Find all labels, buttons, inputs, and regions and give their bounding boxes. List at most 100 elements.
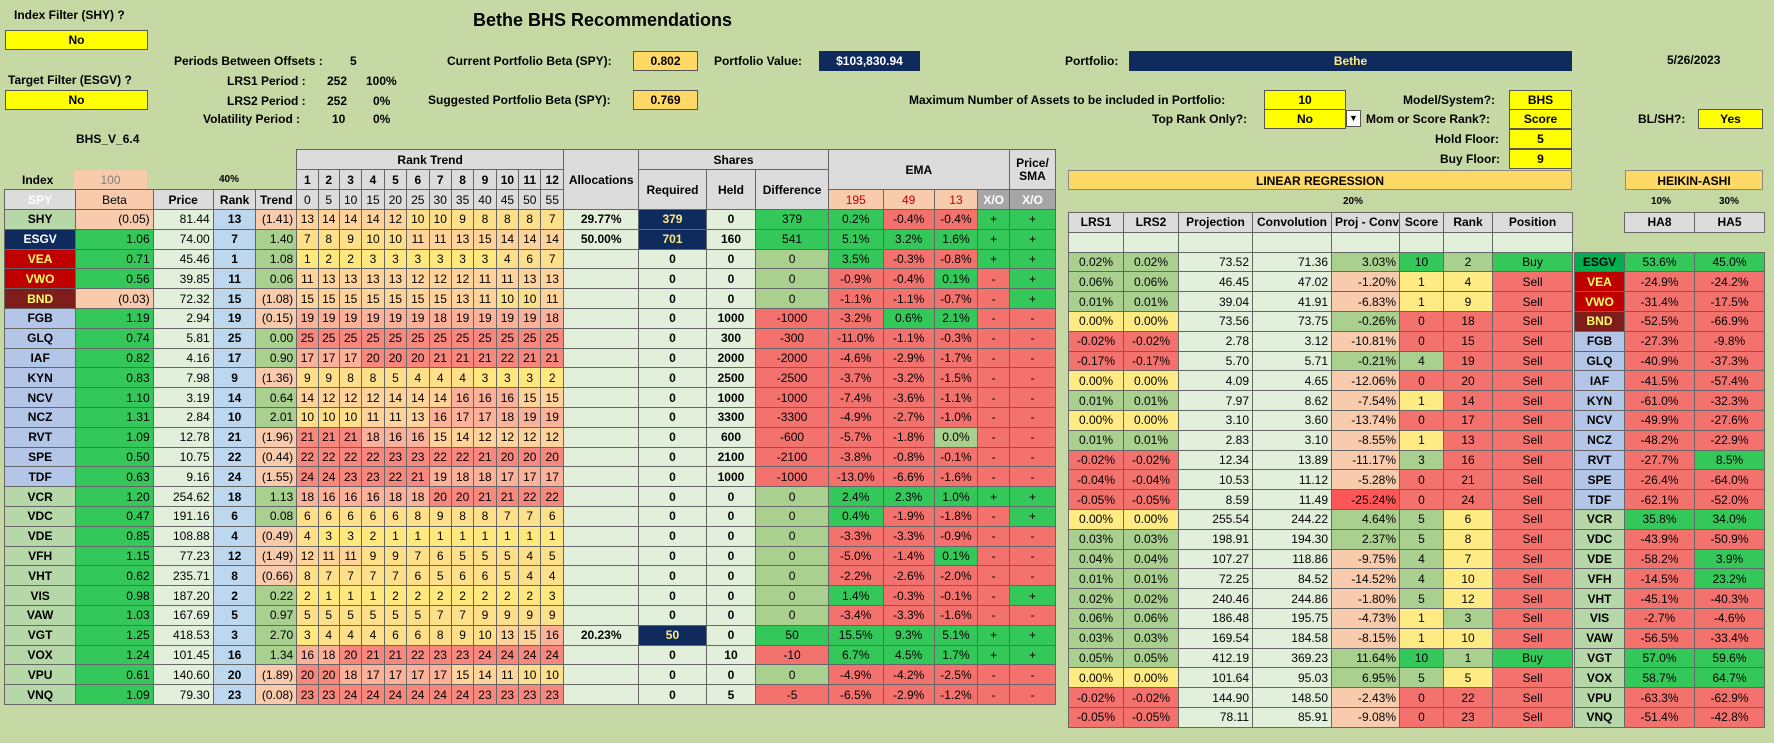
rank2-cell: 12: [1443, 588, 1493, 609]
rt-day: 40: [473, 189, 497, 210]
rank-trend-cell: 13: [518, 268, 542, 290]
ha8-cell: -63.3%: [1624, 687, 1695, 708]
rank-trend-cell: 17: [540, 466, 565, 488]
beta-cell: (0.05): [75, 209, 154, 230]
projconv-cell: -0.26%: [1331, 310, 1400, 332]
score-cell: 0: [1399, 330, 1444, 352]
trend-cell: 2.01: [255, 406, 298, 428]
difference-cell: 0: [755, 565, 829, 587]
xo-cell: -: [977, 604, 1010, 626]
heikin-ashi-header: HEIKIN-ASHI: [1625, 170, 1763, 190]
position-cell: Sell: [1492, 627, 1573, 649]
required-cell: 0: [638, 684, 707, 705]
top-rank-select[interactable]: No: [1264, 109, 1346, 129]
rank-trend-cell: 17: [296, 347, 319, 369]
rank-trend-cell: 15: [428, 288, 452, 309]
price-cell: 4.16: [152, 347, 214, 369]
ha8-cell: -26.4%: [1624, 469, 1695, 491]
lrs2-cell: -0.05%: [1123, 706, 1179, 728]
trend-cell: 1.13: [255, 486, 298, 507]
ema195-cell: 1.4%: [827, 585, 884, 606]
rank-trend-cell: 3: [495, 367, 520, 389]
rank2-cell: 1: [1443, 647, 1493, 669]
allocation-cell: [563, 505, 640, 527]
rank-trend-cell: 11: [296, 268, 319, 290]
allocations-header: Allocations: [563, 149, 640, 210]
difference-cell: -2000: [755, 347, 829, 369]
rank-trend-cell: 13: [317, 268, 340, 290]
rank-trend-cell: 19: [473, 307, 497, 329]
beta-cell: 0.50: [75, 446, 154, 468]
index-filter-value[interactable]: No: [5, 30, 148, 50]
ha8-cell: -27.3%: [1624, 330, 1695, 352]
ha5-cell: 8.5%: [1694, 449, 1765, 471]
rank-trend-cell: 19: [428, 466, 452, 488]
ema13-cell: -0.3%: [933, 327, 979, 349]
xo-cell: +: [977, 209, 1010, 230]
rank-trend-cell: 14: [338, 209, 363, 230]
rank-trend-cell: 10: [338, 406, 363, 428]
rank-trend-cell: 11: [383, 406, 408, 428]
ha-ticker-cell: VWO: [1574, 291, 1625, 312]
beta-cell: 1.03: [75, 604, 154, 626]
lrs2-cell: 0.00%: [1123, 667, 1179, 689]
index-value: 100: [74, 170, 147, 190]
score-cell: 1: [1399, 291, 1444, 312]
rank2-cell: 9: [1443, 291, 1493, 312]
projconv-cell: 3.03%: [1331, 251, 1400, 273]
beta-cell: 1.20: [75, 486, 154, 507]
price-sma-cell: +: [1008, 228, 1057, 250]
target-filter-value[interactable]: No: [5, 90, 148, 110]
rank-trend-cell: 4: [338, 624, 363, 646]
required-cell: 0: [638, 525, 707, 547]
rank-trend-cell: 3: [473, 248, 497, 270]
ema13-cell: -1.8%: [933, 505, 979, 527]
rank-trend-cell: 17: [428, 664, 452, 686]
rank-trend-cell: 4: [540, 565, 565, 587]
rt-num: 9: [473, 169, 497, 190]
ema195-cell: -3.7%: [827, 367, 884, 389]
xo-cell: -: [977, 545, 1010, 567]
model-value[interactable]: BHS: [1509, 90, 1572, 110]
xo-cell: -: [977, 327, 1010, 349]
rank-trend-cell: 16: [361, 486, 385, 507]
required-cell: 0: [638, 505, 707, 527]
dropdown-arrow-icon[interactable]: ▼: [1346, 110, 1361, 127]
ema13-cell: -1.6%: [933, 466, 979, 488]
rank-trend-cell: 12: [383, 209, 408, 230]
score-cell: 10: [1399, 251, 1444, 273]
ha8-cell: -31.4%: [1624, 291, 1695, 312]
ema195-cell: 3.5%: [827, 248, 884, 270]
rank-trend-cell: 6: [450, 565, 475, 587]
difference-cell: -1000: [755, 307, 829, 329]
rank-trend-cell: 5: [495, 565, 520, 587]
trend-cell: (0.08): [255, 684, 298, 705]
rank-trend-cell: 16: [317, 486, 340, 507]
projconv-cell: -10.81%: [1331, 330, 1400, 352]
hold-floor-value[interactable]: 5: [1509, 129, 1572, 149]
price-cell: 72.32: [152, 288, 214, 309]
ha5-header: HA5: [1694, 212, 1765, 233]
projection-cell: 12.34: [1178, 449, 1253, 471]
buy-floor-value[interactable]: 9: [1509, 149, 1572, 169]
rank-trend-cell: 10: [540, 664, 565, 686]
ha5-cell: -33.4%: [1694, 627, 1765, 649]
mom-score-value[interactable]: Score: [1509, 109, 1572, 129]
blsh-value[interactable]: Yes: [1698, 109, 1763, 129]
projconv-cell: -12.06%: [1331, 370, 1400, 392]
projection-cell: 186.48: [1178, 607, 1253, 629]
rank2-header: Rank: [1443, 212, 1493, 233]
position-cell: Sell: [1492, 310, 1573, 332]
rank-trend-cell: 3: [338, 525, 363, 547]
position-cell: Sell: [1492, 370, 1573, 392]
rank-trend-cell: 13: [296, 209, 319, 230]
projconv-cell: -8.55%: [1331, 429, 1400, 451]
portfolio-name[interactable]: Bethe: [1129, 51, 1572, 71]
rank-trend-cell: 20: [518, 446, 542, 468]
ha8-cell: 58.7%: [1624, 667, 1695, 689]
rank-trend-cell: 25: [518, 327, 542, 349]
ha-ticker-cell: VIS: [1574, 607, 1625, 629]
max-assets-value[interactable]: 10: [1264, 90, 1346, 110]
rank-cell: 20: [212, 664, 257, 686]
rank2-cell: 21: [1443, 469, 1493, 491]
